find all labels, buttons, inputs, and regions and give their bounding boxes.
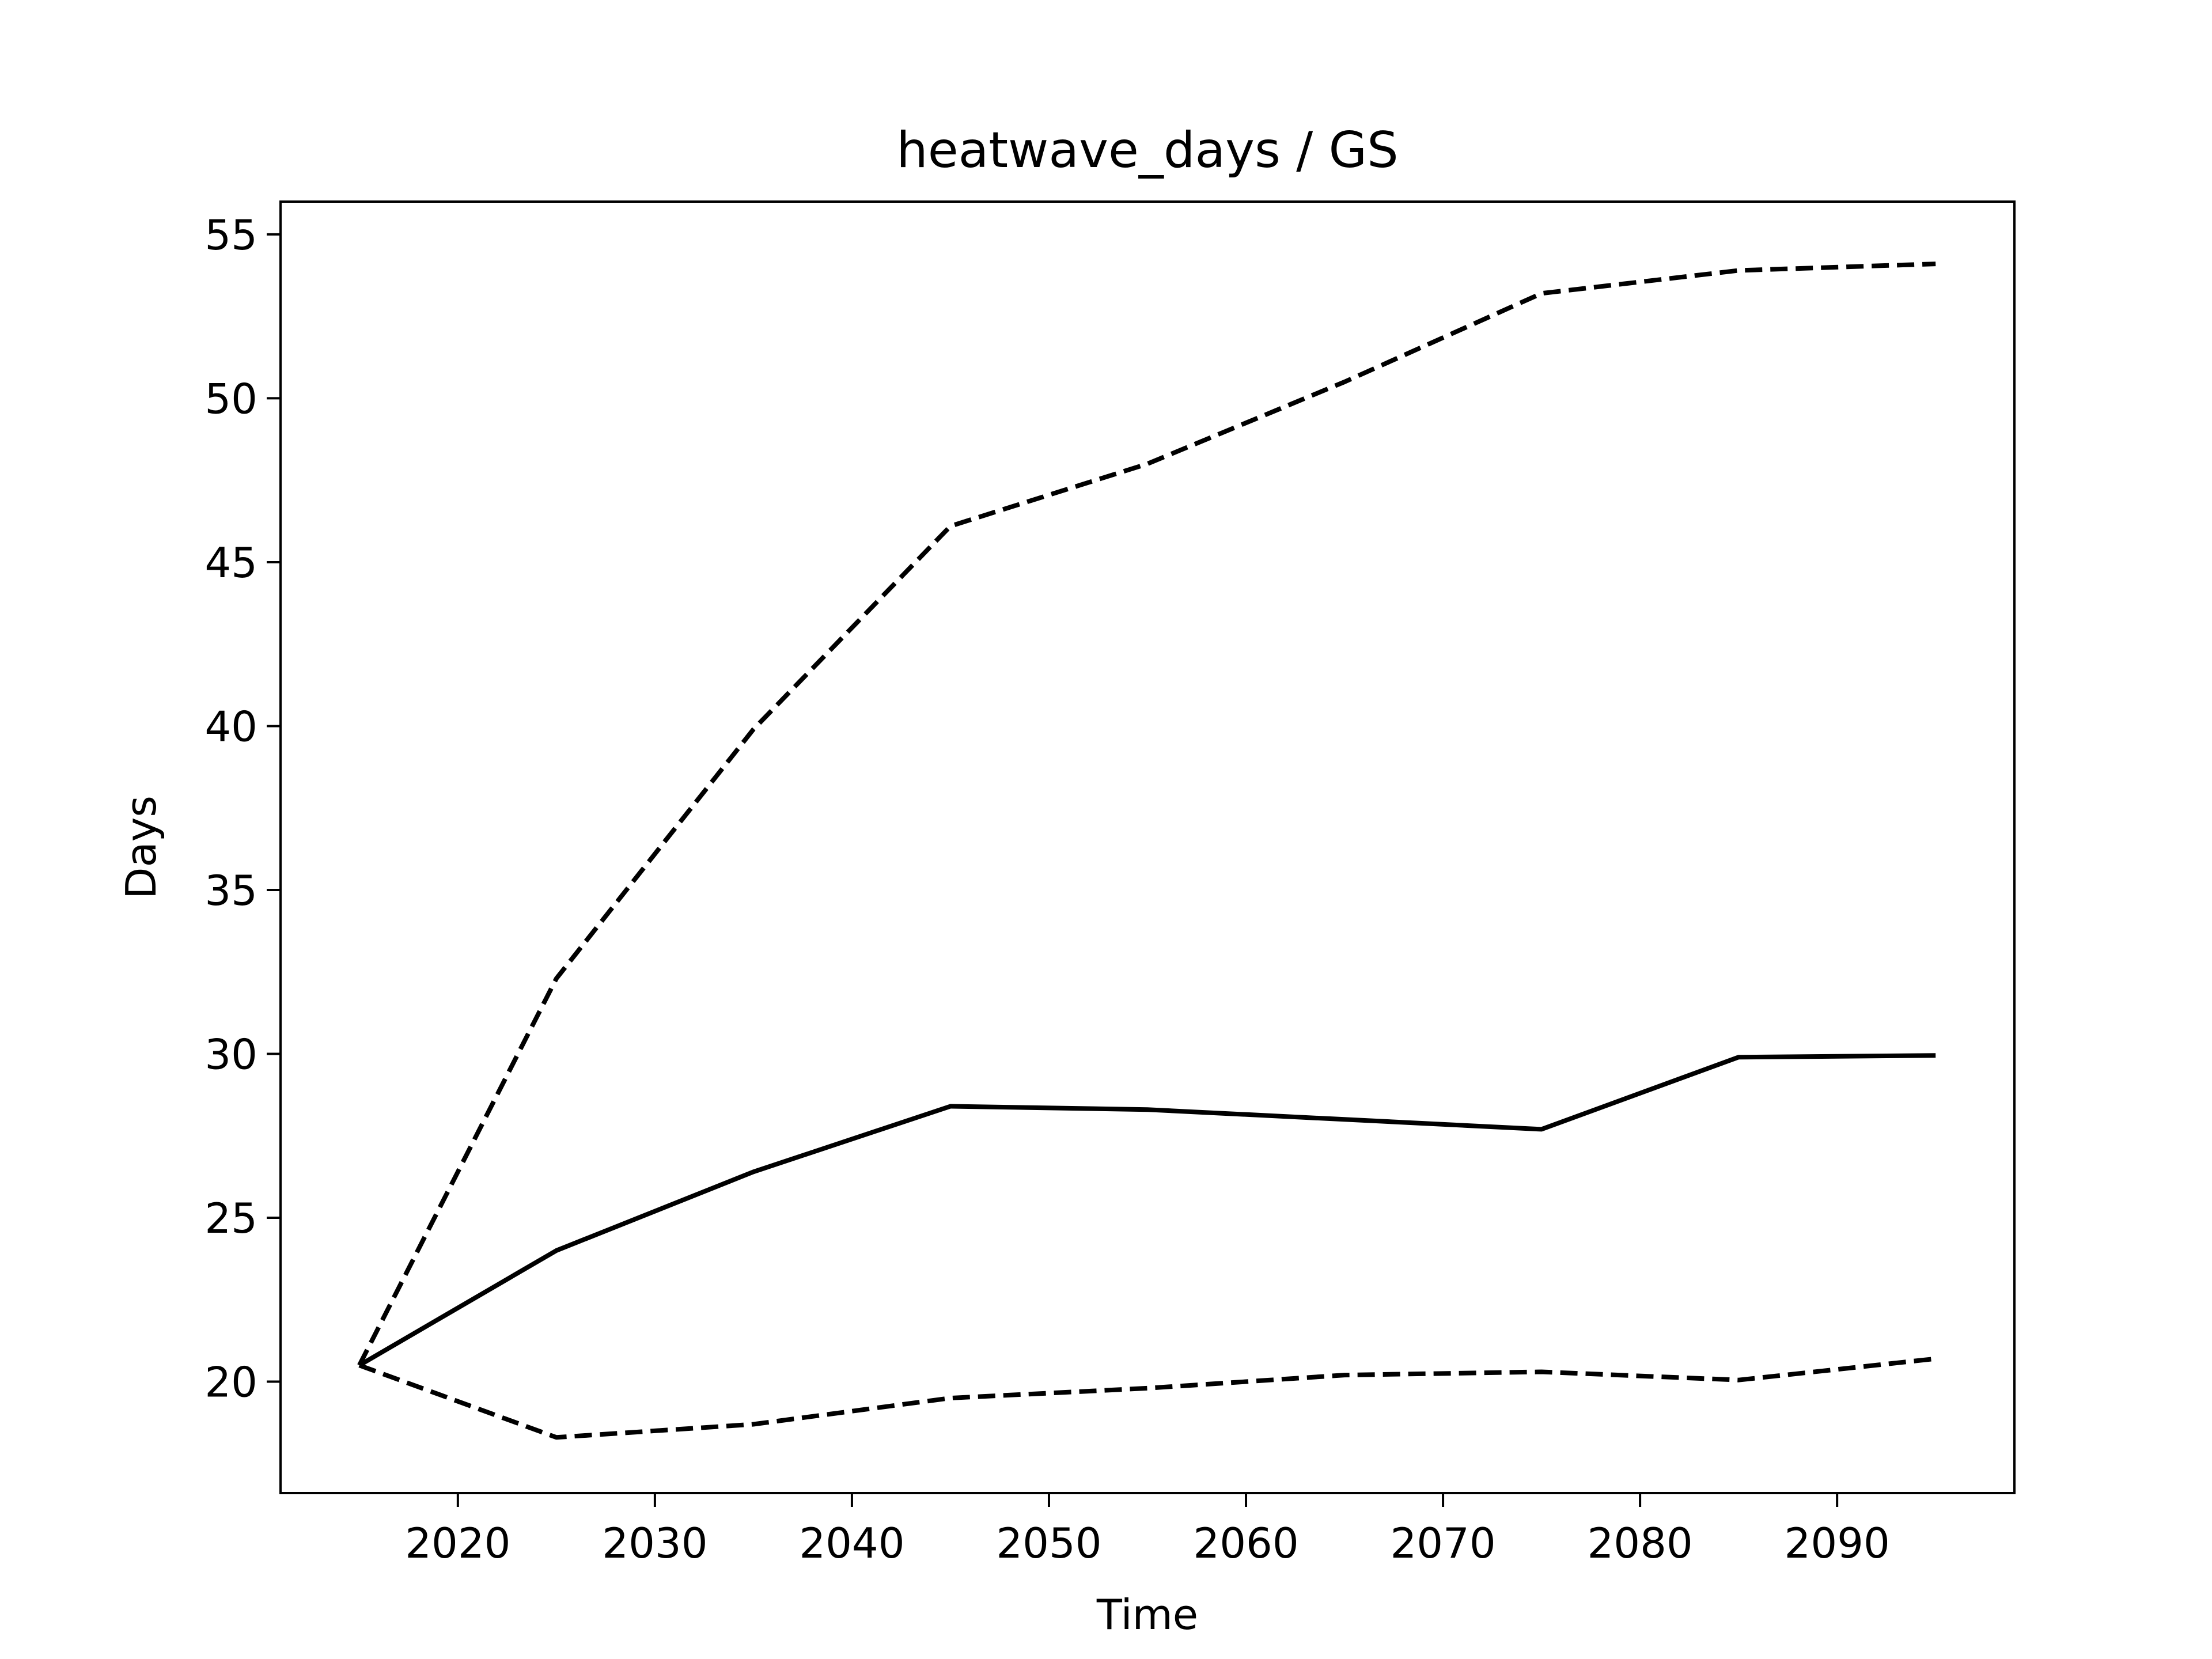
x-tick-label: 2080 <box>1587 1519 1692 1567</box>
x-tick-label: 2070 <box>1390 1519 1495 1567</box>
x-axis-ticks: 2020 2030 2040 2050 2060 2070 2080 2090 <box>405 1493 1890 1567</box>
y-tick-label: 25 <box>204 1194 257 1243</box>
x-tick-label: 2030 <box>602 1519 707 1567</box>
y-tick-label: 45 <box>204 539 257 587</box>
plot-frame <box>279 200 2016 1494</box>
y-tick-label: 30 <box>204 1030 257 1078</box>
x-tick-label: 2020 <box>405 1519 510 1567</box>
series-line-1 <box>357 262 1936 1366</box>
chart-title: heatwave_days / GS <box>896 122 1399 179</box>
y-tick-label: 40 <box>204 702 257 751</box>
y-tick-label: 50 <box>204 374 257 423</box>
x-tick-label: 2090 <box>1785 1519 1890 1567</box>
series-layer <box>357 262 1936 1440</box>
x-tick-label: 2050 <box>996 1519 1101 1567</box>
x-axis-label: Time <box>1096 1590 1198 1639</box>
y-axis-ticks: 20 25 30 35 40 45 50 55 <box>204 211 281 1407</box>
y-tick-label: 20 <box>204 1358 257 1407</box>
y-tick-label: 35 <box>204 866 257 915</box>
y-axis-label: Days <box>117 796 165 899</box>
x-tick-label: 2060 <box>1193 1519 1298 1567</box>
series-line-3 <box>358 1356 1936 1440</box>
series-line-2 <box>358 1053 1936 1368</box>
x-tick-label: 2040 <box>799 1519 904 1567</box>
y-tick-label: 55 <box>204 211 257 259</box>
